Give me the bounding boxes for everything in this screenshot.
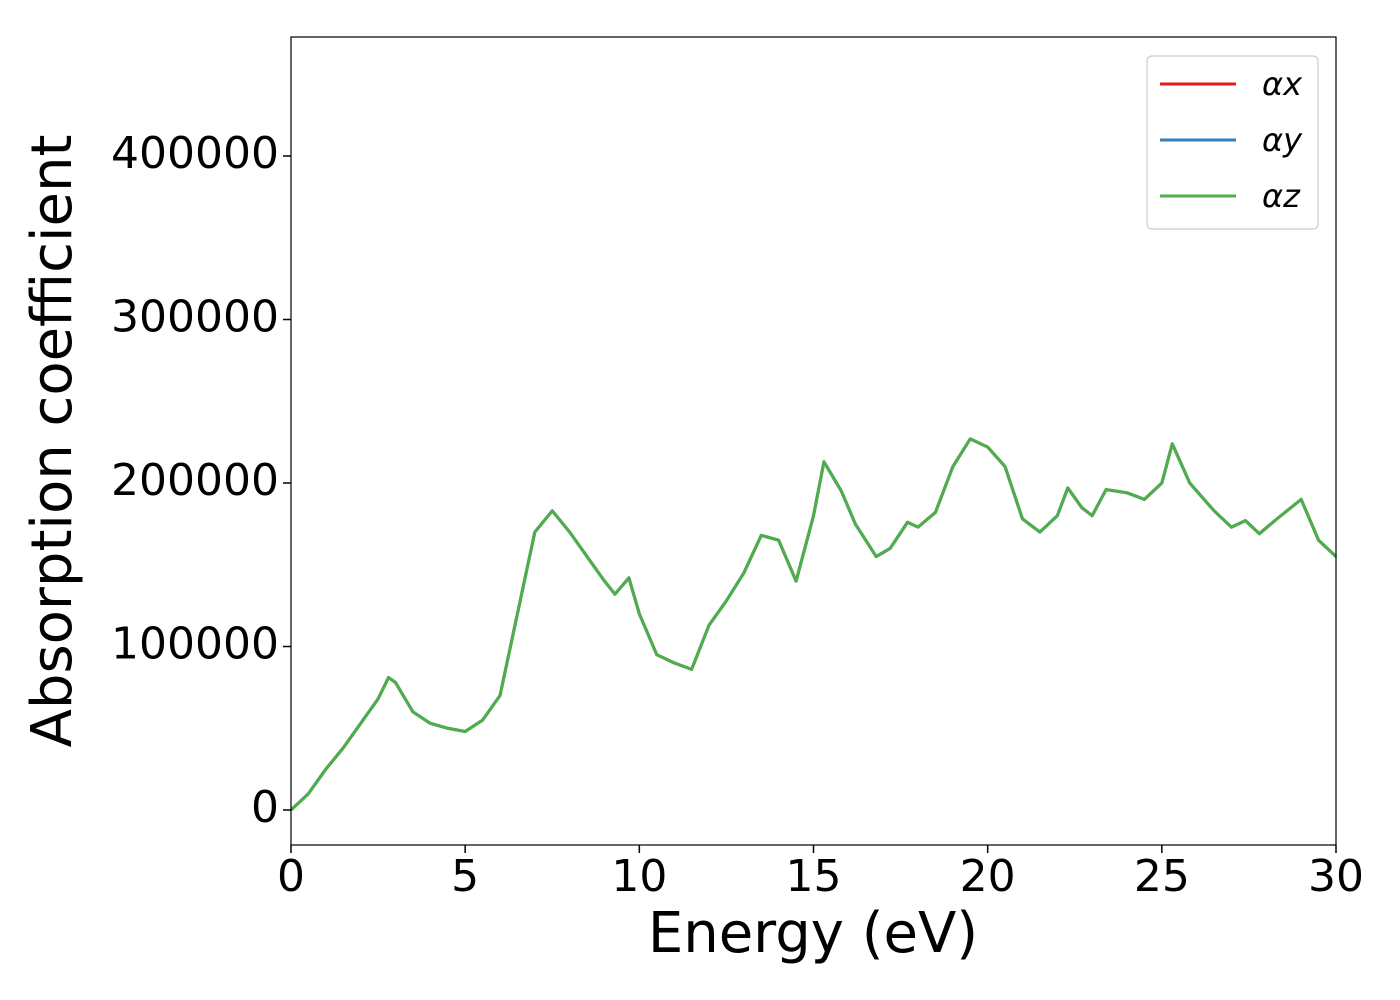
x-tick-label: 15	[786, 851, 842, 902]
legend-label: αz	[1262, 177, 1301, 215]
y-tick-label: 300000	[111, 292, 279, 343]
x-tick-label: 20	[960, 851, 1016, 902]
series-line	[289, 437, 1338, 812]
y-tick-label: 100000	[111, 619, 279, 670]
x-tick-label: 30	[1308, 851, 1364, 902]
y-tick-label: 0	[251, 782, 279, 833]
x-axis-label: Energy (eV)	[648, 901, 978, 966]
series-line	[289, 437, 1338, 812]
plot-frame	[290, 36, 1337, 846]
legend-label: αy	[1262, 121, 1303, 159]
legend-box	[1146, 55, 1319, 230]
x-tick-label: 0	[277, 851, 305, 902]
x-tick-label: 5	[451, 851, 479, 902]
x-tick-label: 25	[1134, 851, 1190, 902]
y-tick-label: 400000	[111, 128, 279, 179]
legend-label: αx	[1262, 65, 1303, 103]
x-tick-label: 10	[611, 851, 667, 902]
series-line	[289, 437, 1338, 812]
y-tick-label: 200000	[111, 455, 279, 506]
y-axis-label: Absorption coefficient	[20, 135, 85, 748]
